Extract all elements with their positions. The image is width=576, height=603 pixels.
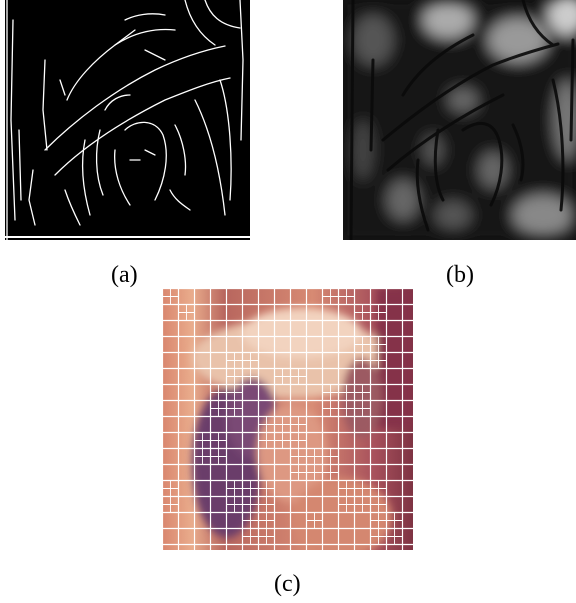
quadtree-overlay-panel xyxy=(162,288,413,550)
caption-b: (b) xyxy=(446,262,474,288)
edge-map-panel xyxy=(5,0,250,240)
edge-map-image xyxy=(5,0,250,240)
caption-a: (a) xyxy=(111,262,138,288)
distance-transform-image xyxy=(343,0,576,240)
quadtree-grid xyxy=(162,288,413,550)
caption-c: (c) xyxy=(274,571,301,597)
quadtree-overlay-image xyxy=(162,288,413,550)
distance-transform-panel xyxy=(343,0,576,240)
